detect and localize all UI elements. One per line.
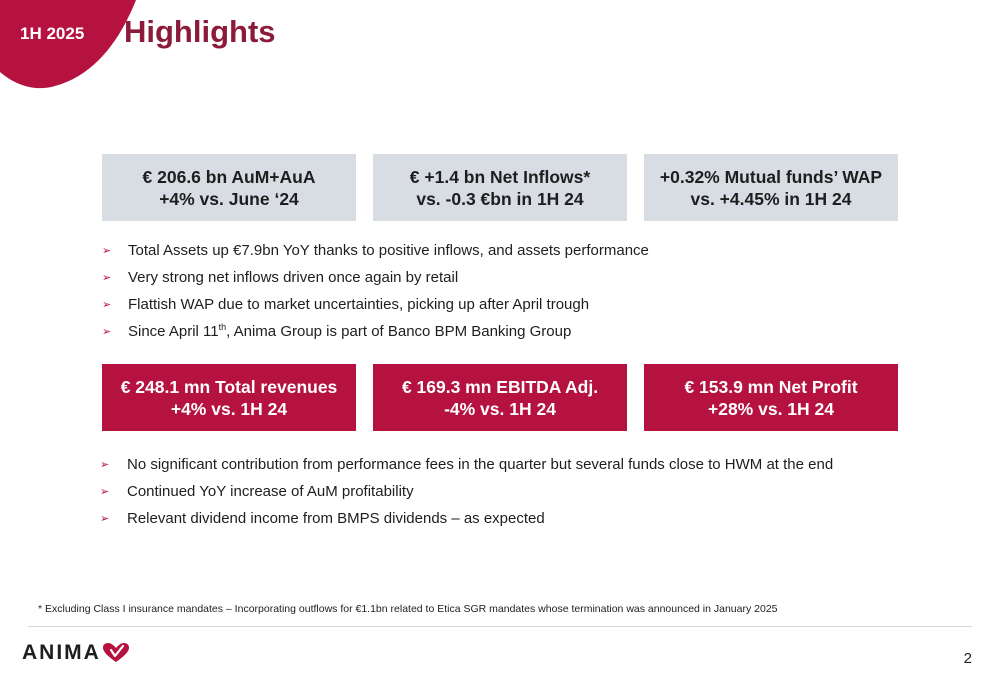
kpi-row-top: € 206.6 bn AuM+AuA +4% vs. June ‘24 € +1… xyxy=(102,154,898,221)
kpi-net-inflows-box: € +1.4 bn Net Inflows* vs. -0.3 €bn in 1… xyxy=(373,154,627,221)
bullet-text: Very strong net inflows driven once agai… xyxy=(128,269,459,286)
arrow-bullet-icon: ➢ xyxy=(102,299,112,311)
bullet-list-bottom: ➢ No significant contribution from perfo… xyxy=(100,451,833,532)
list-item: ➢ Relevant dividend income from BMPS div… xyxy=(100,505,833,532)
corner-decoration xyxy=(0,0,136,89)
arrow-bullet-icon: ➢ xyxy=(102,245,112,257)
list-item: ➢ Total Assets up €7.9bn YoY thanks to p… xyxy=(102,237,649,264)
page-title: Highlights xyxy=(124,14,276,49)
period-label: 1H 2025 xyxy=(20,24,85,43)
kpi-net-profit-value: € 153.9 mn Net Profit xyxy=(684,376,858,397)
kpi-ebitda-value: € 169.3 mn EBITDA Adj. xyxy=(401,376,599,397)
kpi-ebitda-box: € 169.3 mn EBITDA Adj. -4% vs. 1H 24 xyxy=(373,364,627,431)
kpi-revenues-value: € 248.1 mn Total revenues xyxy=(120,376,338,397)
kpi-row-bottom: € 248.1 mn Total revenues +4% vs. 1H 24 … xyxy=(102,364,898,431)
bullet-text: Total Assets up €7.9bn YoY thanks to pos… xyxy=(128,242,649,259)
arrow-bullet-icon: ➢ xyxy=(102,326,112,338)
kpi-net-profit-change: +28% vs. 1H 24 xyxy=(708,398,834,419)
bullet-text: No significant contribution from perform… xyxy=(127,456,834,473)
bullet-text-after: , Anima Group is part of Banco BPM Banki… xyxy=(226,323,572,340)
kpi-wap-change: vs. +4.45% in 1H 24 xyxy=(690,188,852,209)
kpi-aum-value: € 206.6 bn AuM+AuA xyxy=(142,166,316,187)
kpi-wap-value: +0.32% Mutual funds’ WAP xyxy=(659,166,883,187)
list-item: ➢ Very strong net inflows driven once ag… xyxy=(102,264,649,291)
page-number: 2 xyxy=(963,650,972,667)
kpi-net-inflows-value: € +1.4 bn Net Inflows* xyxy=(409,166,591,187)
bullet-text: Since April 11th, Anima Group is part of… xyxy=(128,322,572,341)
bullet-text-before: Since April 11 xyxy=(128,323,219,340)
bullet-text: Relevant dividend income from BMPS divid… xyxy=(127,510,545,527)
ordinal-suffix: th xyxy=(218,322,227,332)
kpi-net-profit-box: € 153.9 mn Net Profit +28% vs. 1H 24 xyxy=(644,364,898,431)
bullet-list-top: ➢ Total Assets up €7.9bn YoY thanks to p… xyxy=(102,237,649,345)
kpi-revenues-box: € 248.1 mn Total revenues +4% vs. 1H 24 xyxy=(102,364,356,431)
kpi-aum-box: € 206.6 bn AuM+AuA +4% vs. June ‘24 xyxy=(102,154,356,221)
list-item: ➢ Since April 11th, Anima Group is part … xyxy=(102,318,649,345)
kpi-net-inflows-change: vs. -0.3 €bn in 1H 24 xyxy=(416,188,584,209)
anima-logo: ANIMA xyxy=(22,641,130,665)
bullet-text: Continued YoY increase of AuM profitabil… xyxy=(127,483,414,500)
arrow-bullet-icon: ➢ xyxy=(100,459,110,471)
logo-text: ANIMA xyxy=(22,641,101,664)
arrow-bullet-icon: ➢ xyxy=(100,486,110,498)
heart-logo-icon xyxy=(102,643,129,662)
kpi-ebitda-change: -4% vs. 1H 24 xyxy=(444,398,556,419)
bullet-text: Flattish WAP due to market uncertainties… xyxy=(128,296,590,313)
list-item: ➢ Continued YoY increase of AuM profitab… xyxy=(100,478,833,505)
footer-divider xyxy=(28,626,972,627)
list-item: ➢ No significant contribution from perfo… xyxy=(100,451,833,478)
kpi-wap-box: +0.32% Mutual funds’ WAP vs. +4.45% in 1… xyxy=(644,154,898,221)
kpi-aum-change: +4% vs. June ‘24 xyxy=(159,188,299,209)
list-item: ➢ Flattish WAP due to market uncertainti… xyxy=(102,291,649,318)
arrow-bullet-icon: ➢ xyxy=(100,513,110,525)
arrow-bullet-icon: ➢ xyxy=(102,272,112,284)
footnote: * Excluding Class I insurance mandates –… xyxy=(38,603,778,615)
kpi-revenues-change: +4% vs. 1H 24 xyxy=(170,398,288,419)
